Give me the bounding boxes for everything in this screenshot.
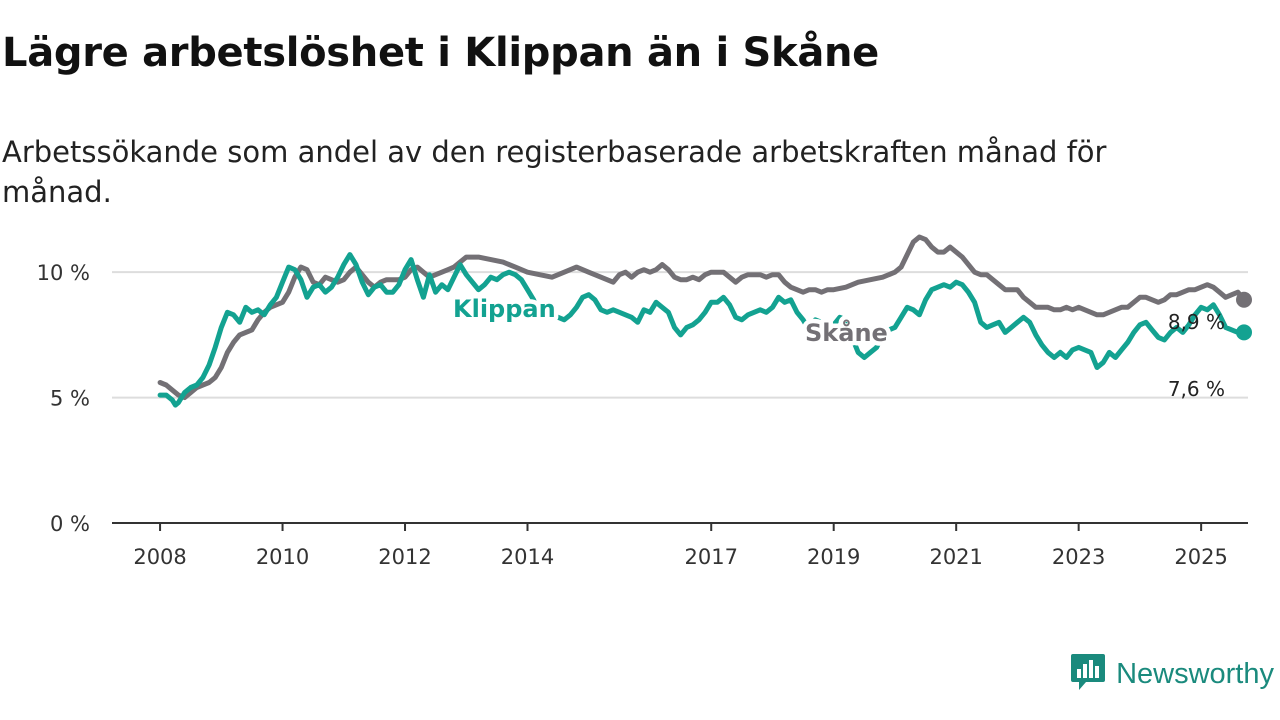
x-tick-label: 2019 [807,545,860,569]
x-axis-ticks: 2008 2010 2012 2014 2017 2019 2021 2023 2025 [133,523,1228,569]
y-tick-label: 0 % [50,512,90,536]
x-tick-label: 2012 [378,545,431,569]
end-point-skane [1236,291,1253,308]
bar-chart-speech-icon [1070,652,1106,696]
series-labels: Klippan Skåne 8,9 % 7,6 % [449,291,1226,402]
series-label-klippan: Klippan [453,295,556,323]
page-subtitle: Arbetssökande som andel av den registerb… [2,135,1107,209]
x-tick-label: 2025 [1174,545,1227,569]
brand-name: Newsworthy [1116,657,1274,690]
line-chart: 0 %5 %10 % 2008 2010 2012 2014 2017 2019 2021 2… [37,234,1253,569]
y-gridlines [112,271,1248,399]
series-line-klippan [157,252,1247,408]
series-line-skane [157,234,1247,401]
series-lines [157,234,1253,408]
x-tick-label: 2014 [501,545,554,569]
y-tick-label: 5 % [50,387,90,411]
x-tick-label: 2021 [929,545,982,569]
x-tick-label: 2010 [256,545,309,569]
x-tick-label: 2008 [133,545,186,569]
end-point-klippan [1236,324,1253,341]
end-label-skane: 8,9 % [1168,310,1225,334]
end-label-klippan: 7,6 % [1168,377,1225,401]
series-label-skane: Skåne [805,318,888,347]
x-tick-label: 2023 [1052,545,1105,569]
page-title: Lägre arbetslöshet i Klippan än i Skåne [2,30,880,76]
x-tick-label: 2017 [684,545,737,569]
y-axis-ticks: 0 % 5 % 10 % [37,261,90,536]
y-tick-label: 10 % [37,261,90,285]
brand-logo: Newsworthy [1070,652,1274,696]
